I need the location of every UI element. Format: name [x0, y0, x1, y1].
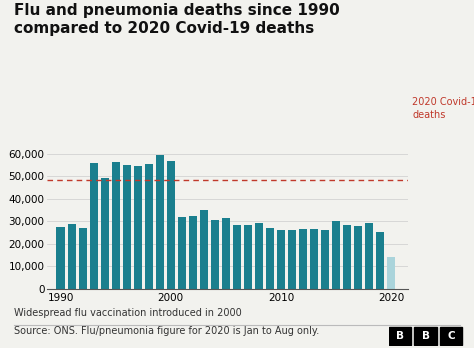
Bar [123, 165, 131, 289]
Bar [343, 225, 351, 289]
Bar [211, 220, 219, 289]
Text: B: B [421, 331, 429, 341]
Bar [376, 231, 384, 289]
Bar [310, 229, 318, 289]
FancyBboxPatch shape [440, 327, 462, 345]
Bar [277, 230, 285, 289]
Bar [222, 218, 230, 289]
FancyBboxPatch shape [389, 327, 411, 345]
Bar [167, 161, 175, 289]
FancyBboxPatch shape [414, 327, 437, 345]
Bar [111, 162, 120, 289]
Bar [155, 155, 164, 289]
Bar [134, 166, 142, 289]
Text: C: C [447, 331, 455, 341]
Bar [56, 227, 65, 289]
Bar [100, 177, 109, 289]
Bar [67, 224, 76, 289]
Bar [288, 230, 296, 289]
Bar [266, 228, 274, 289]
Bar [365, 222, 373, 289]
Bar [90, 163, 98, 289]
Bar [299, 229, 307, 289]
Bar [233, 225, 241, 289]
Bar [145, 164, 153, 289]
Bar [178, 217, 186, 289]
Text: B: B [396, 331, 404, 341]
Bar [200, 210, 208, 289]
Bar [189, 216, 197, 289]
Bar [244, 225, 252, 289]
Bar [354, 226, 362, 289]
Text: Flu and pneumonia deaths since 1990
compared to 2020 Covid-19 deaths: Flu and pneumonia deaths since 1990 comp… [14, 3, 340, 37]
Bar [79, 228, 87, 289]
Text: Widespread flu vaccination introduced in 2000: Widespread flu vaccination introduced in… [14, 308, 242, 318]
Bar [321, 230, 329, 289]
Text: 2020 Covid-19
deaths: 2020 Covid-19 deaths [412, 97, 474, 120]
Bar [387, 258, 395, 289]
Bar [332, 221, 340, 289]
Text: Source: ONS. Flu/pneumonia figure for 2020 is Jan to Aug only.: Source: ONS. Flu/pneumonia figure for 20… [14, 326, 319, 337]
Bar [255, 222, 263, 289]
